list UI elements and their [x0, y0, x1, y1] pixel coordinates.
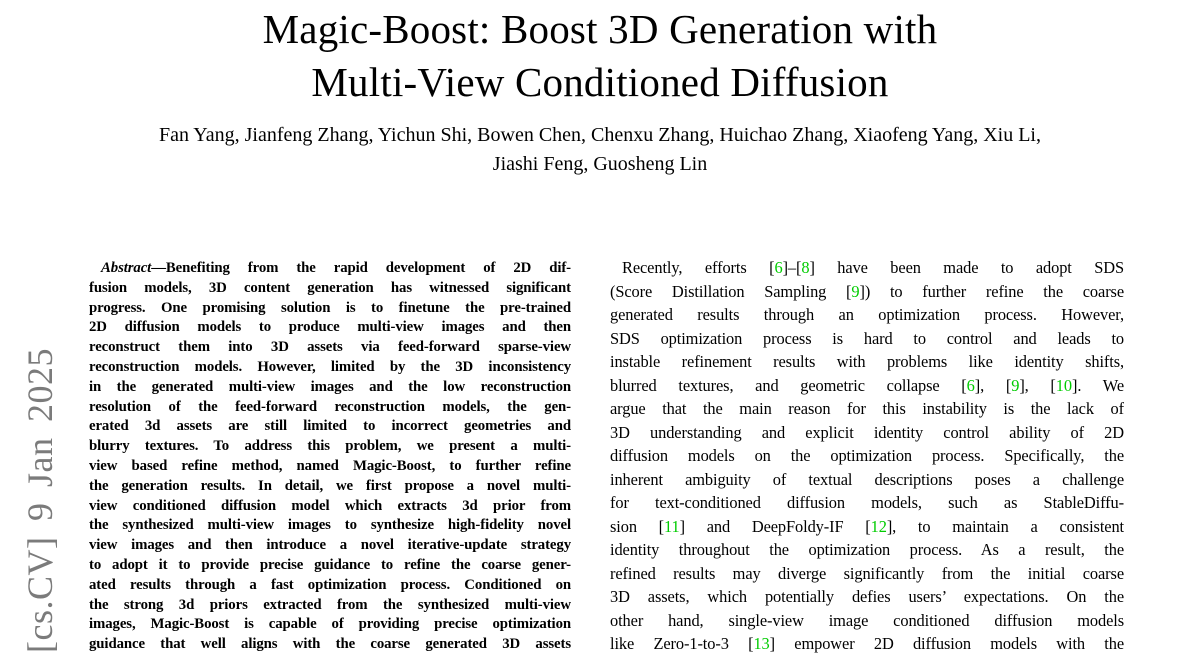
text-line: 3D understanding and explicit identity c…	[610, 422, 1124, 442]
citation-link[interactable]: 8	[801, 258, 810, 277]
text-line: Jiashi Feng, Guosheng Lin	[492, 153, 708, 175]
text-line: argue that the main reason for this inst…	[610, 399, 1124, 418]
text-line: Recently, efforts [6]–[8] have been made…	[622, 258, 1124, 277]
text-line: inherent ambiguity of textual descriptio…	[610, 469, 1124, 489]
text-line: like Zero-1-to-3 [13] empower 2D diffusi…	[610, 634, 1124, 653]
intro-column: Recently, efforts [6]–[8] have been made…	[610, 256, 1124, 656]
text-line: Magic-Boost: Boost 3D Generation with	[262, 6, 938, 52]
text-line: ated results through a fast optimization…	[89, 576, 571, 593]
text-line: the generation results. In detail, we fi…	[89, 477, 571, 494]
citation-link[interactable]: 6	[966, 375, 975, 395]
citation-link[interactable]: 9	[1011, 375, 1020, 395]
citation-link[interactable]: 10	[1055, 375, 1072, 395]
citation-link[interactable]: 6	[774, 258, 783, 277]
text-line: view conditioned diffusion model which e…	[89, 497, 571, 514]
arxiv-watermark: [cs.CV] 9 Jan 2025	[20, 348, 60, 653]
text-line: 2D diffusion models to produce multi-vie…	[89, 319, 571, 336]
text-line: blurry textures. To address this problem…	[89, 438, 571, 455]
citation-link[interactable]: 9	[851, 281, 860, 301]
text-line: 3D assets, which potentially defies user…	[610, 587, 1124, 606]
text-line: the synthesized multi-view images to syn…	[89, 517, 571, 534]
text-line: guidance that well aligns with the coars…	[89, 636, 571, 653]
text-line: other hand, single-view image conditione…	[610, 610, 1124, 630]
abstract-column: Abstract—Benefiting from the rapid devel…	[89, 259, 571, 655]
text-line: identity throughout the optimization pro…	[610, 540, 1124, 559]
text-line: progress. One promising solution is to f…	[89, 299, 571, 316]
paper-title: Magic-Boost: Boost 3D Generation with Mul…	[0, 3, 1200, 109]
text-line: resolution of the feed-forward reconstru…	[89, 398, 571, 415]
text-line: view based refine method, named Magic-Bo…	[89, 457, 571, 474]
text-line: reconstruction models. However, limited …	[89, 358, 571, 375]
text-line: generated results through an optimizatio…	[610, 305, 1124, 324]
text-line: blurred textures, and geometric collapse…	[610, 375, 1124, 395]
text-line: for text-conditioned diffusion models, s…	[610, 493, 1124, 512]
text-line: fusion models, 3D content generation has…	[89, 279, 571, 296]
text-line: images, Magic-Boost is capable of provid…	[89, 616, 571, 633]
text-line: the strong 3d priors extracted from the …	[89, 596, 571, 613]
text-line: to adopt it to provide precise guidance …	[89, 556, 571, 573]
text-line: instable refinement results with problem…	[610, 352, 1124, 371]
text-line: diffusion models on the optimization pro…	[610, 446, 1124, 465]
text-line: reconstruct them into 3D assets via feed…	[89, 339, 571, 356]
text-line: refined results may diverge significantl…	[610, 563, 1124, 583]
text-line: SDS optimization process is hard to cont…	[610, 328, 1124, 348]
text-line: in the generated multi-view images and t…	[89, 378, 571, 395]
text-line: Multi-View Conditioned Diffusion	[311, 59, 889, 105]
text-line: erated 3d assets are still limited to in…	[89, 418, 571, 435]
text-line: Abstract—Benefiting from the rapid devel…	[101, 260, 571, 276]
citation-link[interactable]: 12	[870, 516, 887, 536]
text-line: view images and then introduce a novel i…	[89, 537, 571, 554]
citation-link[interactable]: 11	[664, 516, 680, 536]
text-line: sion [11] and DeepFoldy-IF [12], to main…	[610, 516, 1124, 536]
text-line: (Score Distillation Sampling [9]) to fur…	[610, 281, 1124, 301]
citation-link[interactable]: 13	[753, 634, 770, 653]
text-line: Fan Yang, Jianfeng Zhang, Yichun Shi, Bo…	[159, 124, 1041, 146]
paper-authors: Fan Yang, Jianfeng Zhang, Yichun Shi, Bo…	[0, 121, 1200, 179]
